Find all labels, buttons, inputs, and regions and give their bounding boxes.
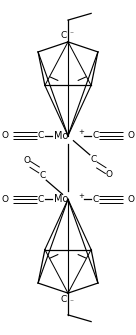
Text: C: C: [60, 31, 67, 40]
Text: ⁻: ⁻: [69, 297, 73, 306]
Text: ⁻: ⁻: [69, 29, 73, 38]
Text: C: C: [38, 131, 44, 140]
Text: Mo: Mo: [54, 194, 68, 204]
Text: O: O: [24, 156, 31, 165]
Text: O: O: [2, 195, 9, 204]
Text: C: C: [92, 131, 98, 140]
Text: C: C: [92, 195, 98, 204]
Text: Mo: Mo: [54, 131, 68, 141]
Text: C: C: [60, 295, 67, 304]
Text: C: C: [38, 195, 44, 204]
Text: C: C: [90, 155, 96, 164]
Text: O: O: [127, 131, 134, 140]
Text: O: O: [105, 170, 112, 179]
Text: +: +: [79, 193, 85, 199]
Text: +: +: [79, 129, 85, 135]
Text: O: O: [2, 131, 9, 140]
Text: O: O: [127, 195, 134, 204]
Text: C: C: [40, 171, 46, 180]
